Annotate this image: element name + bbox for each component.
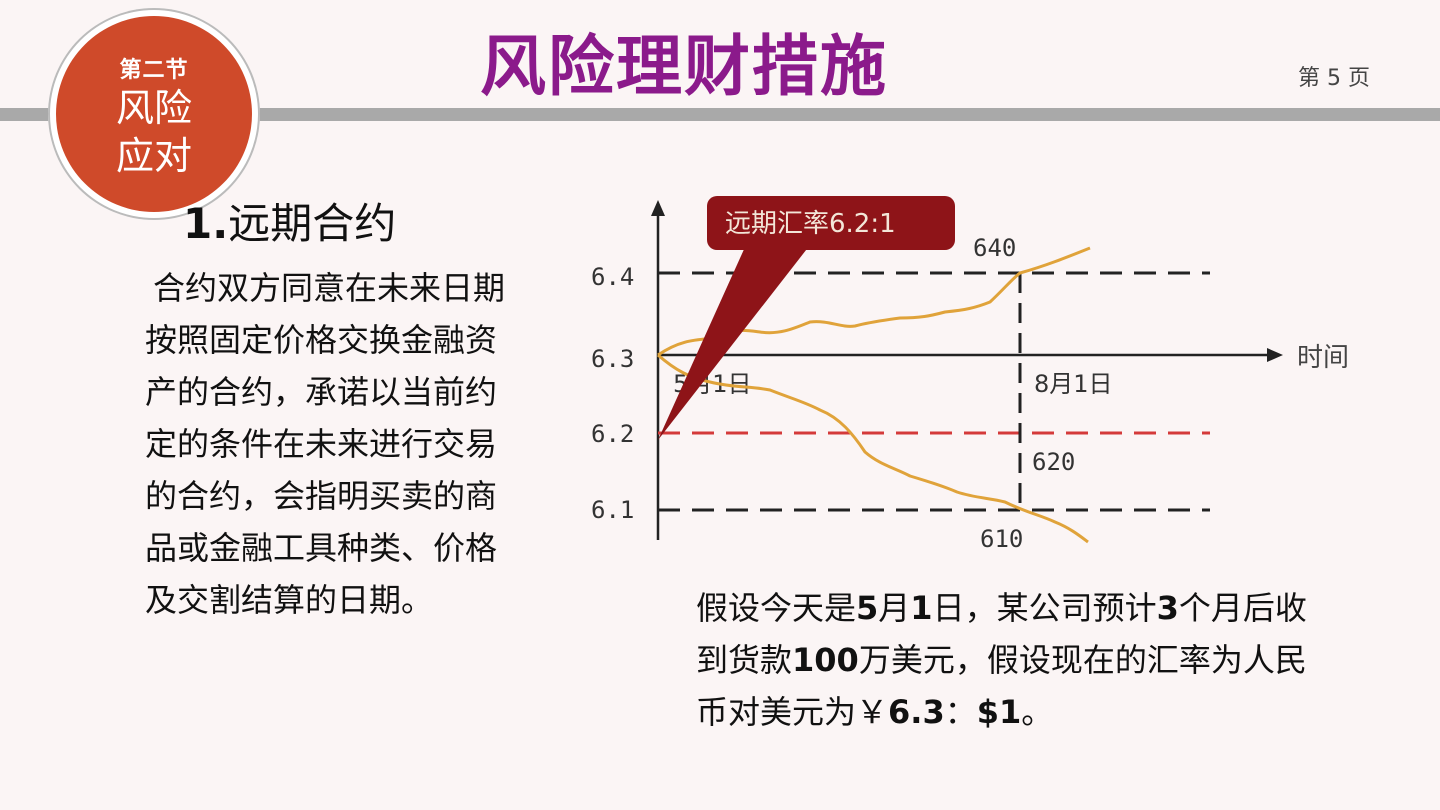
definition-paragraph: 合约双方同意在未来日期按照固定价格交换金融资产的合约，承诺以当前约定的条件在未来… bbox=[145, 269, 506, 619]
scenario-text: 月 bbox=[878, 589, 911, 627]
y-tick-label: 6.2 bbox=[591, 420, 634, 448]
scenario-number: $1 bbox=[976, 693, 1022, 731]
scenario-number: 5 bbox=[856, 589, 879, 627]
scenario-text: ： bbox=[944, 693, 977, 731]
scenario-text: 。 bbox=[1021, 693, 1054, 731]
scenario-text: 日，某公司预计 bbox=[932, 589, 1157, 627]
forward-rate-diagram: 时间 6.4 6.3 6.2 6.1 5月1日 8月1日 640 620 610… bbox=[591, 196, 1349, 553]
page-title: 风险理财措施 bbox=[480, 28, 888, 105]
page-number: 第 5 页 bbox=[1298, 66, 1370, 91]
scenario-text: 个月后收到货款 bbox=[696, 589, 1307, 679]
y-tick-label: 6.1 bbox=[591, 496, 634, 524]
section-heading: 1.远期合约 bbox=[183, 190, 396, 251]
badge-line-1: 风险 bbox=[115, 86, 192, 130]
scenario-number: 6.3 bbox=[888, 693, 945, 731]
y-tick-label: 6.3 bbox=[591, 345, 634, 373]
callout-box bbox=[707, 196, 955, 250]
section-badge: 第二节 风险 应对 bbox=[48, 8, 260, 220]
scenario-number: 100 bbox=[792, 641, 859, 679]
scenario-text: 万美元，假设现在的汇率为人民币对美元为￥ bbox=[696, 641, 1307, 731]
scenario-number: 3 bbox=[1156, 589, 1179, 627]
scenario-text: 假设今天是 bbox=[696, 589, 857, 627]
scenario-number: 1 bbox=[910, 589, 933, 627]
callout-pointer bbox=[658, 236, 817, 440]
callout-label: 远期汇率6.2:1 bbox=[725, 209, 896, 239]
section-number: 1. bbox=[183, 199, 229, 248]
section-name: 远期合约 bbox=[228, 199, 397, 248]
x-tick-label: 8月1日 bbox=[1034, 370, 1113, 398]
x-axis-arrow bbox=[1267, 348, 1283, 362]
x-axis-label: 时间 bbox=[1297, 343, 1349, 373]
annotation-610: 610 bbox=[980, 525, 1023, 553]
scenario-paragraph: 假设今天是5月1日，某公司预计3个月后收到货款100万美元，假设现在的汇率为人民… bbox=[696, 582, 1316, 738]
rate-path-down bbox=[657, 353, 1089, 544]
badge-line-2: 应对 bbox=[115, 134, 192, 178]
annotation-640: 640 bbox=[973, 234, 1016, 262]
header-divider-bar bbox=[0, 108, 1440, 121]
y-tick-label: 6.4 bbox=[591, 263, 634, 291]
y-axis-arrow bbox=[651, 200, 665, 216]
badge-section-label: 第二节 bbox=[119, 58, 189, 83]
annotation-620: 620 bbox=[1032, 448, 1075, 476]
section-badge-circle: 第二节 风险 应对 bbox=[56, 16, 252, 212]
